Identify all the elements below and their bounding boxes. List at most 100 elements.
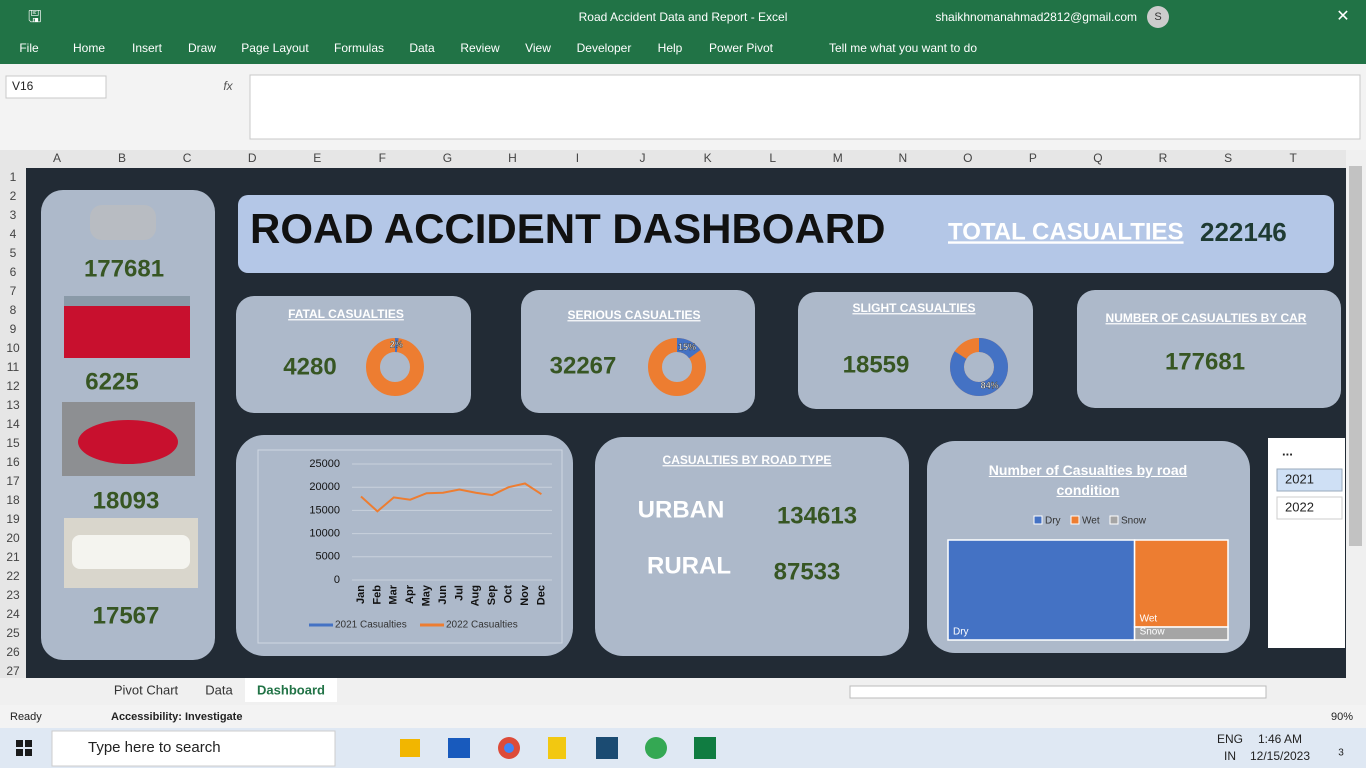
ribbon-tab[interactable]: Help [658, 41, 683, 55]
legend-label: Wet [1082, 516, 1100, 527]
row-header[interactable]: 2 [10, 189, 17, 203]
row-header[interactable]: 12 [6, 379, 20, 393]
lang[interactable]: ENG [1217, 732, 1243, 746]
row-header[interactable]: 4 [10, 227, 17, 241]
row-header[interactable]: 24 [6, 607, 20, 621]
ribbon-tab[interactable]: Power Pivot [709, 41, 774, 55]
column-header[interactable]: B [118, 151, 126, 165]
total-value: 222146 [1200, 217, 1287, 247]
row-header[interactable]: 25 [6, 626, 20, 640]
column-header[interactable]: T [1289, 151, 1297, 165]
column-header[interactable]: N [898, 151, 907, 165]
avatar-circle[interactable] [1147, 6, 1169, 28]
column-header[interactable]: P [1029, 151, 1037, 165]
row-header[interactable]: 22 [6, 569, 20, 583]
row-header[interactable]: 10 [6, 341, 20, 355]
row-header[interactable]: 14 [6, 417, 20, 431]
row-header[interactable]: 13 [6, 398, 20, 412]
start-button[interactable] [16, 740, 32, 756]
row-header[interactable]: 11 [7, 360, 20, 374]
column-header[interactable]: G [443, 151, 452, 165]
column-header[interactable]: L [769, 151, 776, 165]
row-header[interactable]: 9 [10, 322, 17, 336]
ribbon-tab[interactable]: Page Layout [241, 41, 309, 55]
ribbon-tab[interactable]: Data [409, 41, 435, 55]
ribbon-tab[interactable]: View [525, 41, 551, 55]
row-header[interactable]: 21 [6, 550, 20, 564]
row-header[interactable]: 17 [6, 474, 20, 488]
ribbon-tab[interactable]: File [19, 41, 39, 55]
tell-me[interactable]: Tell me what you want to do [829, 41, 977, 55]
column-header[interactable]: M [833, 151, 843, 165]
row-header[interactable]: 3 [10, 208, 17, 222]
zoom[interactable]: 90% [1331, 711, 1353, 723]
fx-button[interactable]: fx [223, 79, 233, 93]
avatar[interactable]: S [1154, 11, 1161, 23]
kpi-title: FATAL CASUALTIES [288, 307, 404, 321]
row-header[interactable]: 27 [6, 664, 20, 678]
row-header[interactable]: 7 [10, 284, 17, 298]
clock-time[interactable]: 1:46 AM [1258, 732, 1302, 746]
column-header[interactable]: J [640, 151, 646, 165]
taskbar-search[interactable]: Type here to search [88, 739, 221, 756]
row-header[interactable]: 23 [6, 588, 20, 602]
ribbon-tab[interactable]: Draw [188, 41, 216, 55]
vehicle-casualties: 18093 [93, 487, 160, 514]
scroll-thumb[interactable] [1349, 166, 1362, 546]
save-icon[interactable]: 🖫 [28, 9, 42, 26]
column-header[interactable]: E [313, 151, 321, 165]
row-header-bar [0, 168, 26, 678]
account[interactable]: shaikhnomanahmad2812@gmail.com [935, 10, 1137, 24]
column-header[interactable]: C [183, 151, 192, 165]
sheet-tab[interactable]: Dashboard [257, 682, 325, 697]
sheet-tab[interactable]: Data [205, 682, 233, 697]
slicer-item[interactable]: 2021 [1285, 471, 1314, 486]
legend-swatch [1033, 515, 1043, 525]
ribbon-tab[interactable]: Review [460, 41, 500, 55]
column-header[interactable]: O [963, 151, 972, 165]
slicer-item[interactable]: 2022 [1285, 499, 1314, 514]
row-header[interactable]: 1 [10, 170, 17, 184]
sheet-tab[interactable]: Pivot Chart [114, 682, 179, 697]
column-header[interactable]: R [1159, 151, 1168, 165]
column-header[interactable]: K [704, 151, 712, 165]
kpi-title: NUMBER OF CASUALTIES BY CAR [1106, 311, 1307, 325]
ribbon-tab[interactable]: Insert [132, 41, 163, 55]
slicer-more[interactable]: ... [1282, 443, 1293, 458]
column-header[interactable]: I [576, 151, 579, 165]
horizontal-scrollbar[interactable] [849, 685, 1267, 699]
close-button[interactable]: ✕ [1336, 8, 1349, 25]
column-header[interactable]: S [1224, 151, 1232, 165]
clock-date[interactable]: 12/15/2023 [1250, 749, 1310, 763]
row-header[interactable]: 5 [10, 246, 17, 260]
row-header[interactable]: 16 [6, 455, 20, 469]
row-header[interactable]: 20 [6, 531, 20, 545]
x-tick-label: Oct [503, 585, 515, 604]
notification-count[interactable]: 3 [1338, 748, 1344, 759]
taskbar-apps[interactable] [400, 737, 716, 759]
ribbon-tab[interactable]: Home [73, 41, 105, 55]
name-box[interactable] [5, 75, 107, 99]
donut-label: 84% [981, 381, 999, 391]
column-header[interactable]: F [379, 151, 386, 165]
ribbon-tab[interactable]: Formulas [334, 41, 384, 55]
region[interactable]: IN [1224, 749, 1236, 763]
column-header[interactable]: D [248, 151, 257, 165]
ribbon-tab[interactable]: Developer [577, 41, 632, 55]
row-header[interactable]: 15 [6, 436, 20, 450]
column-header[interactable]: Q [1093, 151, 1102, 165]
row-header[interactable]: 19 [6, 512, 20, 526]
row-header[interactable]: 18 [6, 493, 20, 507]
column-header[interactable]: H [508, 151, 517, 165]
column-header[interactable]: A [53, 151, 61, 165]
taskbar-search-box[interactable] [51, 730, 336, 767]
formula-input[interactable] [249, 74, 1361, 140]
accessibility[interactable]: Accessibility: Investigate [111, 711, 242, 723]
name-box-text[interactable]: V16 [12, 79, 34, 93]
row-header[interactable]: 6 [10, 265, 17, 279]
treemap-cell [947, 539, 1136, 641]
dashboard-title: ROAD ACCIDENT DASHBOARD [250, 205, 885, 252]
row-header[interactable]: 8 [10, 303, 17, 317]
treemap-label: Dry [953, 627, 969, 638]
row-header[interactable]: 26 [6, 645, 20, 659]
